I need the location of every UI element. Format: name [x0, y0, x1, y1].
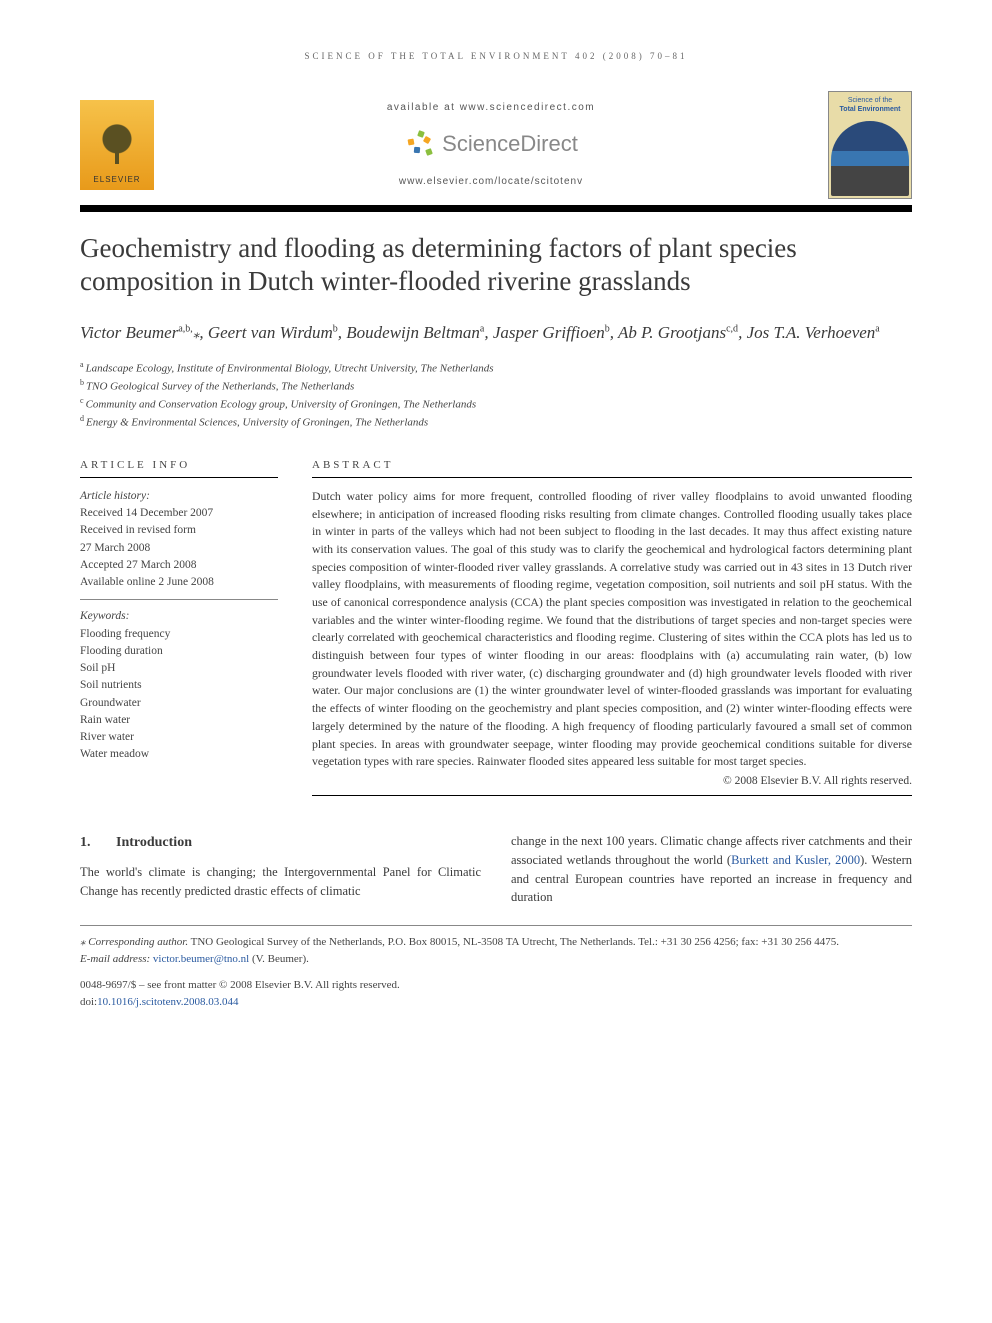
- elsevier-logo: ELSEVIER: [80, 100, 154, 190]
- abstract-column: ABSTRACT Dutch water policy aims for mor…: [312, 458, 912, 806]
- email-link[interactable]: victor.beumer@tno.nl: [153, 953, 249, 965]
- section-title: Introduction: [116, 835, 192, 850]
- article-info-heading: ARTICLE INFO: [80, 458, 278, 473]
- keywords-label: Keywords:: [80, 610, 129, 622]
- available-at: available at www.sciencedirect.com: [154, 101, 828, 115]
- sciencedirect-swirl-icon: [404, 129, 436, 161]
- keywords-block: Keywords: Flooding frequencyFlooding dur…: [80, 608, 278, 763]
- journal-locate-url: www.elsevier.com/locate/scitotenv: [154, 175, 828, 189]
- body-col-left: 1.Introduction The world's climate is ch…: [80, 832, 481, 907]
- doi-line: doi:10.1016/j.scitotenv.2008.03.044: [80, 994, 912, 1011]
- copyright-line: © 2008 Elsevier B.V. All rights reserved…: [312, 773, 912, 789]
- footnote-rule: [80, 925, 912, 926]
- issn-line: 0048-9697/$ – see front matter © 2008 El…: [80, 977, 912, 994]
- author-list: Victor Beumera,b,⁎, Geert van Wirdumb, B…: [80, 321, 912, 345]
- intro-para-left: The world's climate is changing; the Int…: [80, 863, 481, 901]
- journal-cover-thumbnail: Science of the Total Environment: [828, 91, 912, 199]
- journal-cover-title: Science of the Total Environment: [829, 92, 911, 120]
- doi-link[interactable]: 10.1016/j.scitotenv.2008.03.044: [97, 996, 238, 1008]
- article-title: Geochemistry and flooding as determining…: [80, 232, 912, 300]
- divider-bar: [80, 205, 912, 212]
- citation-link[interactable]: Burkett and Kusler, 2000: [731, 853, 860, 867]
- article-info-column: ARTICLE INFO Article history: Received 1…: [80, 458, 278, 806]
- affiliations: aLandscape Ecology, Institute of Environ…: [80, 359, 912, 432]
- journal-cover-image: [831, 121, 909, 195]
- publisher-header: ELSEVIER available at www.sciencedirect.…: [80, 91, 912, 199]
- email-line: E-mail address: victor.beumer@tno.nl (V.…: [80, 951, 912, 968]
- intro-para-right: change in the next 100 years. Climatic c…: [511, 832, 912, 907]
- rule: [312, 795, 912, 796]
- sciencedirect-text: ScienceDirect: [442, 129, 578, 160]
- elsevier-tree-icon: [95, 120, 139, 174]
- footnotes: ⁎ Corresponding author. TNO Geological S…: [80, 934, 912, 1010]
- rule: [80, 477, 278, 478]
- history-label: Article history:: [80, 490, 150, 502]
- abstract-text: Dutch water policy aims for more frequen…: [312, 488, 912, 771]
- body-col-right: change in the next 100 years. Climatic c…: [511, 832, 912, 907]
- corresponding-author: ⁎ Corresponding author. TNO Geological S…: [80, 934, 912, 951]
- elsevier-label: ELSEVIER: [93, 174, 140, 185]
- section-heading-intro: 1.Introduction: [80, 832, 481, 853]
- rule: [312, 477, 912, 478]
- abstract-heading: ABSTRACT: [312, 458, 912, 473]
- sciencedirect-logo: ScienceDirect: [404, 129, 578, 161]
- header-center: available at www.sciencedirect.com Scien…: [154, 101, 828, 189]
- section-number: 1.: [80, 832, 116, 853]
- rule-thin: [80, 599, 278, 600]
- body-columns: 1.Introduction The world's climate is ch…: [80, 832, 912, 907]
- running-head: SCIENCE OF THE TOTAL ENVIRONMENT 402 (20…: [80, 50, 912, 63]
- article-history: Article history: Received 14 December 20…: [80, 488, 278, 592]
